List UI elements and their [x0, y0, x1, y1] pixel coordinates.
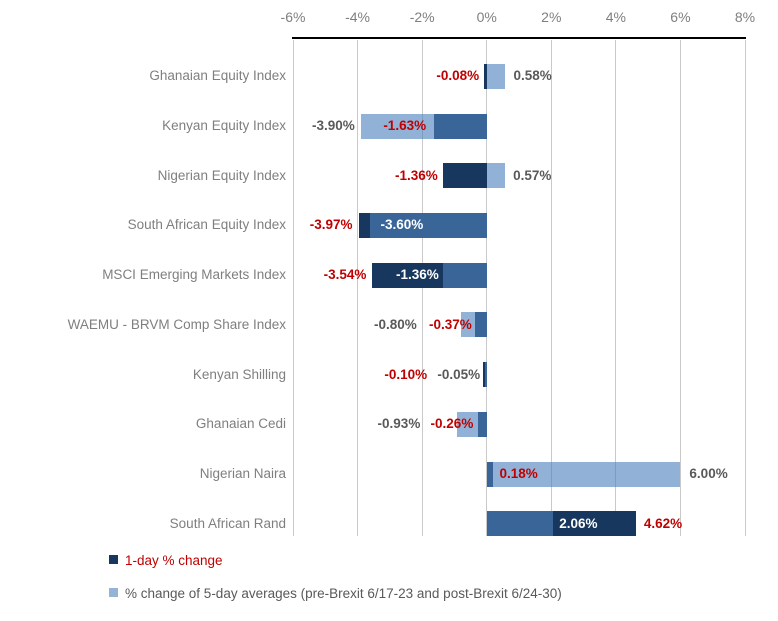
value-label-1day: -3.97%: [309, 217, 353, 233]
gridline: [615, 40, 617, 536]
value-label-1day: -0.93%: [377, 416, 421, 432]
x-axis-tick-label: 6%: [670, 9, 691, 25]
bar-5day-average-change: [486, 461, 681, 487]
x-axis-tick-label: -6%: [280, 9, 306, 25]
gridline: [679, 40, 681, 536]
value-label-5day: 2.06%: [559, 515, 598, 531]
value-label-5day: 0.58%: [513, 68, 552, 84]
gridline: [292, 40, 294, 536]
value-label-1day: -1.36%: [395, 167, 438, 183]
bar-5day-average-change: [360, 113, 487, 139]
bar-5day-average-change: [486, 511, 554, 537]
category-label: MSCI Emerging Markets Index: [102, 267, 286, 283]
value-label-5day: -0.05%: [437, 366, 481, 382]
value-label-5day: -3.90%: [312, 118, 355, 134]
value-label-1day: -0.37%: [429, 316, 472, 332]
category-label: Nigerian Equity Index: [157, 167, 286, 183]
category-label: Nigerian Naira: [199, 466, 286, 482]
x-axis-line: [292, 37, 746, 39]
value-label-1day: 0.18%: [499, 466, 538, 482]
category-label: South African Rand: [169, 515, 286, 531]
bar-1day-change: [484, 63, 487, 89]
value-label-5day: -3.60%: [380, 217, 424, 233]
value-label-5day: 0.57%: [513, 167, 552, 183]
category-label: WAEMU - BRVM Comp Share Index: [67, 316, 286, 332]
bar-5day-average-change: [485, 362, 488, 388]
gridline: [744, 40, 746, 536]
value-label-5day: 6.00%: [689, 466, 728, 482]
category-label: Ghanaian Equity Index: [149, 68, 286, 84]
gridline: [357, 40, 359, 536]
x-axis-tick-label: -4%: [345, 9, 371, 25]
x-axis-tick-label: -2%: [409, 9, 435, 25]
value-label-1day: -3.54%: [323, 267, 367, 283]
value-label-1day: -0.08%: [436, 68, 480, 84]
gridline: [486, 40, 488, 536]
legend-swatch-5day-icon: [109, 588, 118, 597]
legend-label-1day: 1-day % change: [125, 553, 223, 568]
bar-1day-change: [442, 163, 487, 189]
bar-5day-average-change: [486, 163, 506, 189]
value-label-1day: 4.62%: [643, 515, 683, 531]
legend-label-5day: % change of 5-day averages (pre-Brexit 6…: [125, 586, 562, 601]
category-label: South African Equity Index: [127, 217, 286, 233]
gridline: [550, 40, 552, 536]
legend-item-1day-change: 1-day % change: [109, 552, 223, 570]
legend-swatch-1day-icon: [109, 555, 118, 564]
value-label-1day: -1.63%: [383, 118, 427, 134]
bar-5day-average-change: [460, 312, 487, 338]
value-label-5day: -0.10%: [384, 366, 428, 382]
value-label-5day: -1.36%: [396, 267, 439, 283]
category-label: Ghanaian Cedi: [195, 416, 286, 432]
category-label: Kenyan Equity Index: [162, 118, 286, 134]
value-label-1day: -0.26%: [430, 416, 474, 432]
x-axis-tick-label: 8%: [734, 9, 756, 25]
legend-item-5day-averages: % change of 5-day averages (pre-Brexit 6…: [109, 585, 562, 603]
x-axis-tick-label: 4%: [605, 9, 626, 25]
bar-5day-average-change: [456, 411, 487, 437]
bar-5day-average-change: [442, 262, 487, 288]
x-axis-tick-label: 0%: [476, 9, 497, 25]
x-axis-tick-label: 2%: [541, 9, 562, 25]
value-label-1day: -0.80%: [374, 316, 417, 332]
bar-5day-average-change: [486, 63, 506, 89]
bar-5day-average-change: [370, 212, 487, 238]
category-label: Kenyan Shilling: [192, 366, 286, 382]
gridline: [421, 40, 423, 536]
